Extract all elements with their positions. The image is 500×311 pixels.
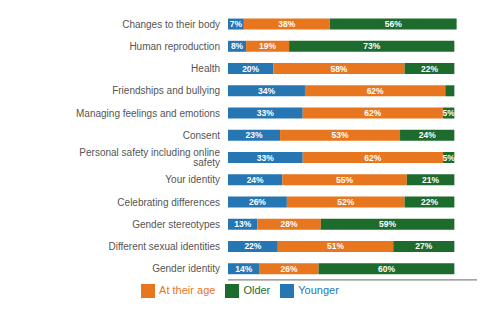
svg-text:73%: 73% <box>363 41 380 51</box>
svg-text:13%: 13% <box>234 219 251 229</box>
svg-text:59%: 59% <box>379 219 396 229</box>
svg-text:55%: 55% <box>336 175 353 185</box>
html-text:At their age: At their age <box>159 283 216 296</box>
svg-text:8%: 8% <box>231 41 244 51</box>
svg-text:Different sexual identities: Different sexual identities <box>108 241 220 252</box>
svg-text:Friendships and bullying: Friendships and bullying <box>112 85 220 96</box>
svg-text:21%: 21% <box>422 175 439 185</box>
svg-text:26%: 26% <box>281 264 298 274</box>
svg-text:5%: 5% <box>443 108 456 118</box>
svg-text:33%: 33% <box>257 108 274 118</box>
svg-text:20%: 20% <box>242 64 259 74</box>
html-text:Older: Older <box>243 283 271 296</box>
svg-text:51%: 51% <box>327 241 344 251</box>
svg-text:Your identity: Your identity <box>165 174 220 185</box>
svg-text:60%: 60% <box>378 264 395 274</box>
svg-text:27%: 27% <box>415 241 432 251</box>
svg-text:Gender identity: Gender identity <box>152 263 220 274</box>
svg-text:56%: 56% <box>385 19 402 29</box>
svg-text:53%: 53% <box>332 130 349 140</box>
svg-text:22%: 22% <box>421 64 438 74</box>
svg-text:5%: 5% <box>443 153 456 163</box>
svg-text:Human reproduction: Human reproduction <box>129 41 220 52</box>
svg-text:7%: 7% <box>230 19 243 29</box>
svg-text:22%: 22% <box>244 241 261 251</box>
svg-text:Managing feelings and emotions: Managing feelings and emotions <box>76 108 220 119</box>
svg-text:38%: 38% <box>278 19 295 29</box>
svg-text:52%: 52% <box>337 197 354 207</box>
svg-text:Gender stereotypes: Gender stereotypes <box>132 219 220 230</box>
svg-text:34%: 34% <box>258 86 275 96</box>
svg-text:Health: Health <box>191 63 220 74</box>
svg-text:14%: 14% <box>235 264 252 274</box>
svg-text:26%: 26% <box>249 197 266 207</box>
svg-text:24%: 24% <box>247 175 264 185</box>
svg-text:Celebrating differences: Celebrating differences <box>117 197 220 208</box>
svg-text:58%: 58% <box>330 64 347 74</box>
svg-text:62%: 62% <box>367 86 384 96</box>
svg-text:24%: 24% <box>419 130 436 140</box>
svg-text:19%: 19% <box>259 41 276 51</box>
svg-text:28%: 28% <box>281 219 298 229</box>
svg-text:Changes to their body: Changes to their body <box>122 19 220 30</box>
svg-text:Personal safety including onli: Personal safety including onlinesafety <box>79 147 220 168</box>
html-text:Younger: Younger <box>298 283 339 296</box>
svg-text:Consent: Consent <box>183 130 220 141</box>
svg-text:22%: 22% <box>421 197 438 207</box>
svg-text:23%: 23% <box>246 130 263 140</box>
svg-text:62%: 62% <box>364 108 381 118</box>
svg-text:62%: 62% <box>364 153 381 163</box>
svg-text:33%: 33% <box>257 153 274 163</box>
